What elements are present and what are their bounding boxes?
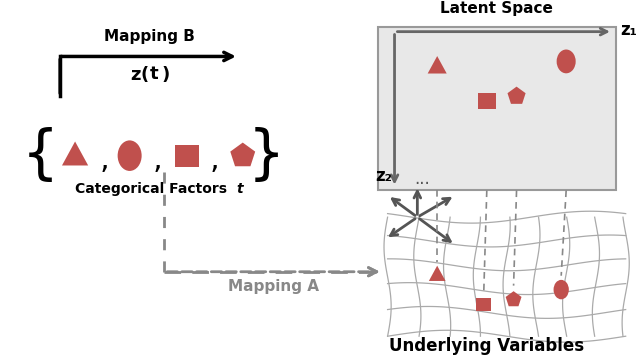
- Ellipse shape: [557, 50, 576, 73]
- Polygon shape: [506, 291, 522, 306]
- Text: {: {: [22, 127, 59, 184]
- Bar: [378, 27, 616, 190]
- Text: ,: ,: [100, 145, 109, 174]
- Text: z₁: z₁: [621, 21, 637, 39]
- Text: $\mathbf{z(}$: $\mathbf{z(}$: [131, 64, 150, 84]
- Text: Underlying Variables: Underlying Variables: [389, 337, 584, 355]
- Polygon shape: [230, 143, 255, 166]
- Text: ...: ...: [415, 170, 430, 189]
- Bar: [476, 297, 492, 312]
- Polygon shape: [508, 87, 525, 104]
- Text: Mapping B: Mapping B: [104, 29, 195, 44]
- Text: $\mathbf{t}$: $\mathbf{t}$: [149, 65, 159, 83]
- Bar: [478, 93, 495, 109]
- Bar: [175, 145, 199, 167]
- Text: }: }: [248, 127, 285, 184]
- Text: Categorical Factors: Categorical Factors: [75, 182, 232, 197]
- Ellipse shape: [554, 280, 569, 299]
- Text: Latent Space: Latent Space: [440, 1, 553, 16]
- Polygon shape: [429, 266, 445, 281]
- Polygon shape: [428, 56, 447, 74]
- Ellipse shape: [118, 141, 141, 171]
- Polygon shape: [62, 142, 88, 166]
- Text: t: t: [236, 182, 243, 197]
- Text: z₂: z₂: [375, 166, 392, 185]
- Text: ,: ,: [210, 145, 220, 174]
- Text: ,: ,: [152, 145, 163, 174]
- Text: Mapping A: Mapping A: [228, 279, 319, 294]
- Text: $\mathbf{)}$: $\mathbf{)}$: [161, 64, 170, 84]
